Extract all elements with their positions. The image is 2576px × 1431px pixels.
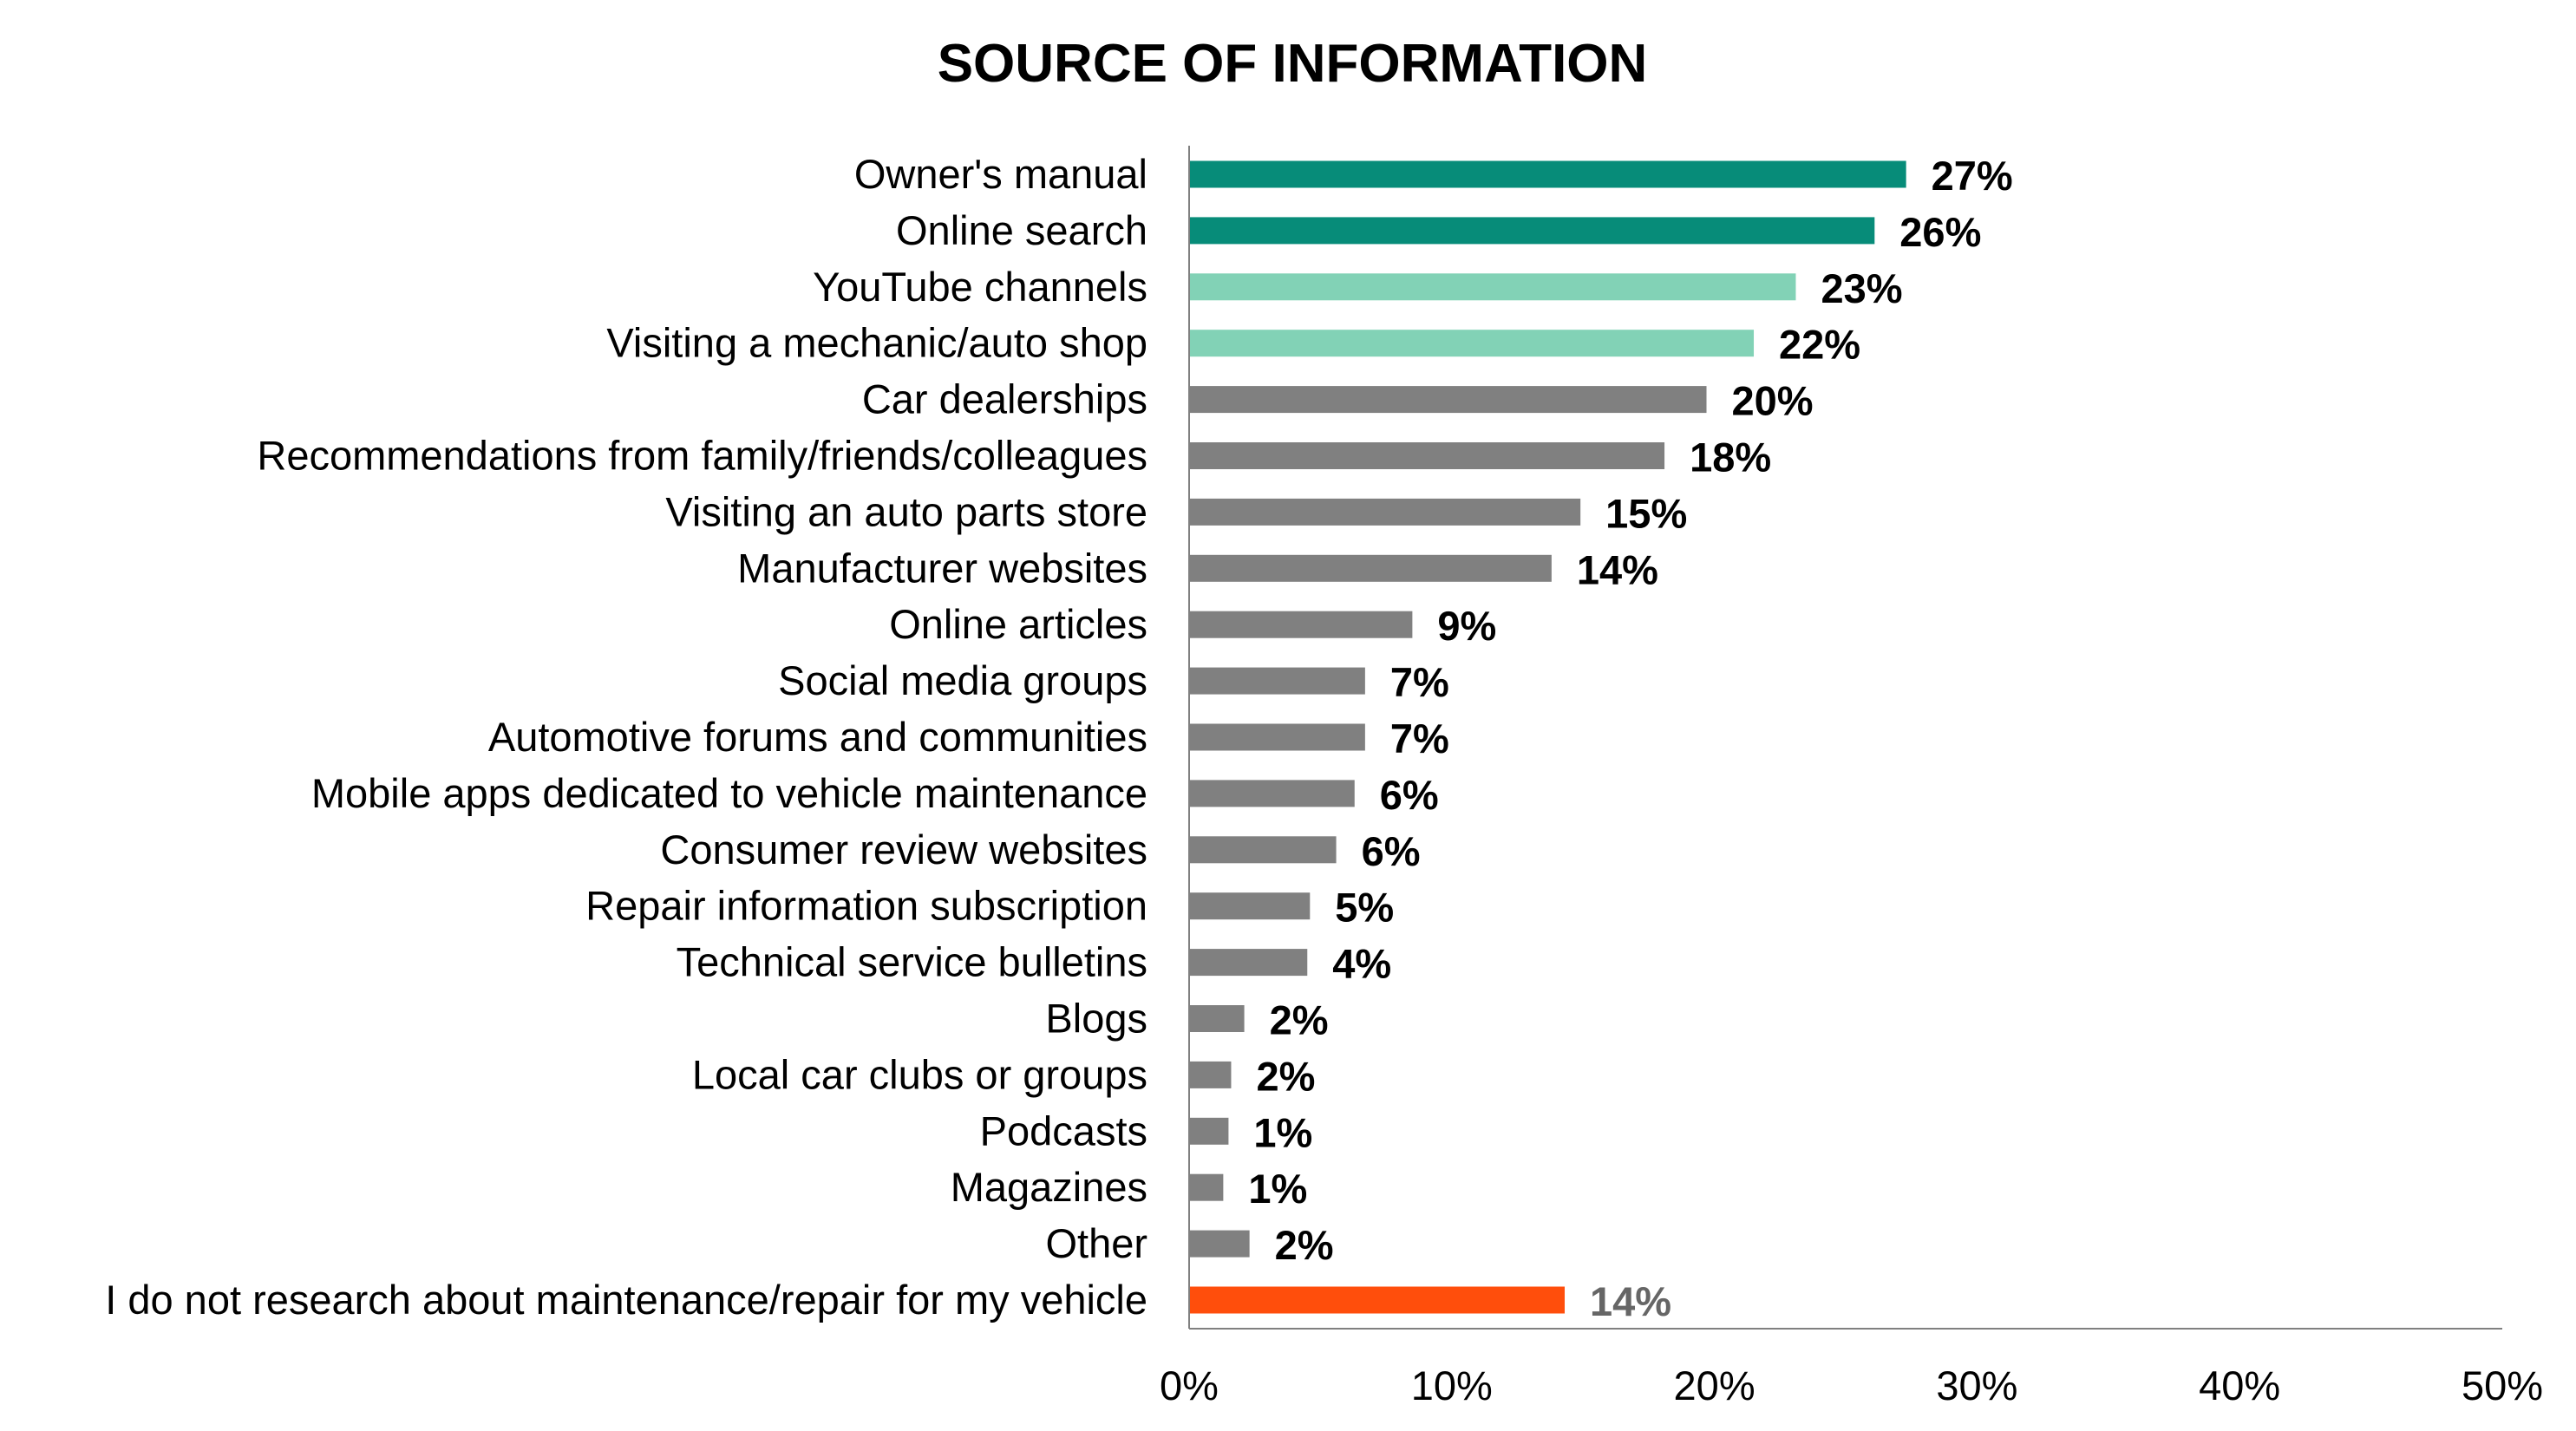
category-label: Social media groups bbox=[778, 657, 1147, 703]
bar bbox=[1189, 1061, 1232, 1088]
category-label: Blogs bbox=[1045, 996, 1147, 1042]
category-label: Technical service bulletins bbox=[677, 939, 1147, 985]
bar bbox=[1189, 554, 1552, 582]
bar bbox=[1189, 1173, 1224, 1201]
bars-layer bbox=[1189, 160, 1906, 1314]
category-label: Repair information subscription bbox=[585, 883, 1147, 929]
x-tick-label: 0% bbox=[1160, 1362, 1219, 1408]
bar bbox=[1189, 723, 1365, 751]
category-label: Visiting a mechanic/auto shop bbox=[606, 320, 1147, 366]
bar bbox=[1189, 611, 1413, 638]
category-label: Online articles bbox=[889, 601, 1147, 647]
category-label: Automotive forums and communities bbox=[488, 714, 1147, 760]
category-label: Car dealerships bbox=[862, 376, 1147, 422]
category-label: Consumer review websites bbox=[660, 827, 1147, 872]
category-label: YouTube channels bbox=[813, 264, 1147, 310]
data-label: 1% bbox=[1253, 1109, 1312, 1155]
data-label: 26% bbox=[1899, 209, 1981, 255]
category-label: I do not research about maintenance/repa… bbox=[105, 1277, 1147, 1323]
data-label: 15% bbox=[1605, 490, 1687, 536]
bar bbox=[1189, 1005, 1245, 1032]
x-tick-label: 50% bbox=[2462, 1362, 2543, 1408]
bar bbox=[1189, 892, 1311, 920]
category-label: Recommendations from family/friends/coll… bbox=[257, 433, 1147, 479]
x-tick-label: 10% bbox=[1411, 1362, 1493, 1408]
data-label: 23% bbox=[1821, 265, 1902, 311]
bar bbox=[1189, 780, 1355, 807]
data-label: 27% bbox=[1932, 153, 2013, 199]
category-label: Visiting an auto parts store bbox=[665, 488, 1147, 534]
data-label: 6% bbox=[1362, 828, 1421, 874]
data-label: 18% bbox=[1690, 435, 1771, 480]
category-labels: Owner's manual Online search YouTube chann… bbox=[105, 151, 1147, 1323]
bar bbox=[1189, 330, 1755, 357]
data-label: 2% bbox=[1270, 997, 1329, 1043]
data-label: 20% bbox=[1732, 378, 1814, 424]
category-label: Manufacturer websites bbox=[737, 545, 1147, 591]
data-label: 2% bbox=[1275, 1222, 1334, 1268]
category-label: Other bbox=[1045, 1220, 1147, 1266]
x-tick-label: 30% bbox=[1936, 1362, 2017, 1408]
bar bbox=[1189, 160, 1906, 188]
bar bbox=[1189, 1286, 1566, 1314]
x-axis: 0% 10% 20% 30% 40% 50% bbox=[1160, 146, 2543, 1408]
data-label: 14% bbox=[1590, 1278, 1671, 1324]
data-label: 4% bbox=[1332, 941, 1391, 987]
x-tick-label: 20% bbox=[1674, 1362, 1755, 1408]
data-label: 6% bbox=[1380, 772, 1439, 818]
category-label: Online search bbox=[896, 207, 1147, 253]
bar bbox=[1189, 836, 1337, 864]
bar bbox=[1189, 498, 1581, 526]
bar bbox=[1189, 442, 1665, 469]
x-tick-label: 40% bbox=[2199, 1362, 2280, 1408]
chart-title: SOURCE OF INFORMATION bbox=[938, 34, 1648, 94]
data-label: 7% bbox=[1390, 716, 1449, 761]
bar bbox=[1189, 217, 1875, 245]
data-label: 1% bbox=[1248, 1166, 1307, 1212]
value-labels: 27%26%23%22%20%18%15%14%9%7%7%6%6%5%4%2%… bbox=[1248, 153, 2012, 1324]
data-label: 7% bbox=[1390, 659, 1449, 705]
bar bbox=[1189, 273, 1796, 301]
category-label: Local car clubs or groups bbox=[692, 1051, 1147, 1097]
bar bbox=[1189, 1230, 1250, 1258]
data-label: 22% bbox=[1779, 322, 1860, 368]
data-label: 9% bbox=[1437, 603, 1496, 649]
data-label: 5% bbox=[1335, 885, 1394, 931]
bar bbox=[1189, 667, 1365, 695]
data-label: 14% bbox=[1577, 546, 1658, 592]
data-label: 2% bbox=[1256, 1053, 1315, 1099]
category-label: Magazines bbox=[951, 1164, 1147, 1210]
bar bbox=[1189, 386, 1707, 414]
bar bbox=[1189, 949, 1308, 977]
category-label: Podcasts bbox=[980, 1108, 1147, 1153]
bar bbox=[1189, 1117, 1229, 1145]
category-label: Mobile apps dedicated to vehicle mainten… bbox=[311, 770, 1147, 816]
category-label: Owner's manual bbox=[854, 151, 1147, 197]
